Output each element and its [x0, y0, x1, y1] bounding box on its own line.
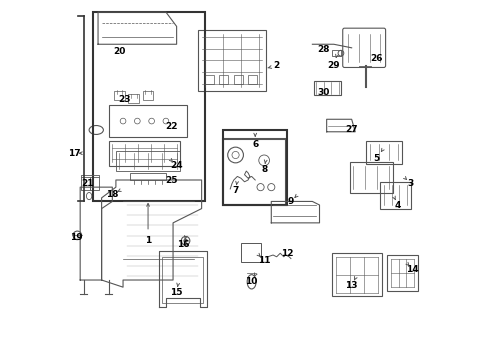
Text: 16: 16: [177, 240, 190, 249]
Text: 12: 12: [281, 249, 293, 258]
Text: 17: 17: [68, 149, 81, 158]
Text: 25: 25: [164, 176, 177, 185]
Bar: [93, 12, 205, 202]
Text: 15: 15: [170, 288, 183, 297]
Text: 6: 6: [252, 140, 258, 149]
Bar: [162, 257, 203, 303]
Text: 29: 29: [327, 61, 340, 70]
Text: 8: 8: [261, 165, 267, 174]
Text: 1: 1: [144, 236, 151, 245]
Bar: [205, 75, 214, 84]
Text: 4: 4: [394, 201, 401, 210]
Bar: [233, 75, 242, 84]
Text: 14: 14: [405, 265, 418, 274]
Text: 10: 10: [245, 277, 257, 286]
Text: 7: 7: [232, 186, 238, 195]
Text: 13: 13: [345, 281, 357, 290]
Bar: [128, 94, 139, 103]
Text: 28: 28: [316, 45, 328, 54]
Text: 9: 9: [287, 197, 293, 206]
Text: 19: 19: [70, 233, 83, 242]
Text: 2: 2: [273, 61, 279, 70]
Text: 3: 3: [407, 179, 413, 188]
Text: 20: 20: [113, 47, 125, 56]
Text: 21: 21: [81, 179, 93, 188]
Bar: [142, 91, 153, 100]
Text: 24: 24: [170, 161, 183, 170]
Bar: [247, 75, 257, 84]
Text: 11: 11: [257, 256, 270, 265]
Circle shape: [183, 239, 187, 243]
Bar: [90, 177, 99, 190]
Text: 26: 26: [370, 54, 382, 63]
Text: 30: 30: [316, 88, 328, 97]
Text: 18: 18: [106, 190, 118, 199]
Bar: [331, 50, 340, 56]
Bar: [81, 177, 90, 190]
Bar: [223, 130, 287, 205]
Text: 5: 5: [373, 154, 379, 163]
Text: 27: 27: [345, 126, 357, 135]
Text: 23: 23: [118, 95, 131, 104]
Text: 22: 22: [164, 122, 177, 131]
Bar: [114, 91, 124, 100]
Bar: [219, 75, 228, 84]
